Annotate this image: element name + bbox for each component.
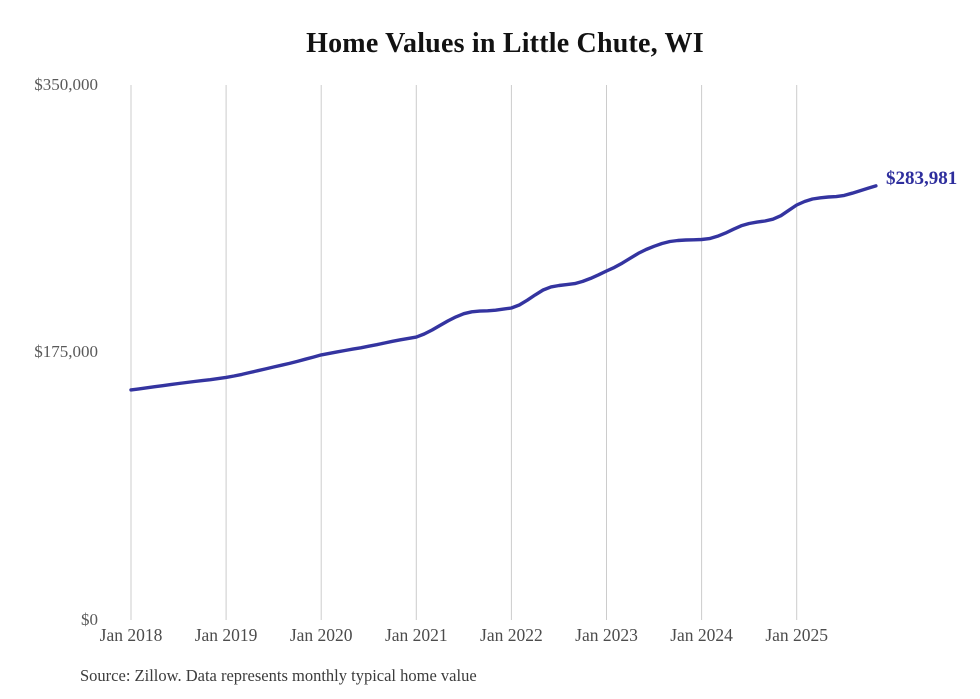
y-tick-175000: $175,000 [34, 342, 98, 361]
source-note: Source: Zillow. Data represents monthly … [80, 666, 477, 685]
x-tick-jan-2025: Jan 2025 [765, 625, 829, 645]
x-tick-jan-2023: Jan 2023 [575, 625, 638, 645]
latest-value-label: $283,981 [886, 168, 958, 189]
home-value-line [129, 184, 878, 392]
y-tick-350000: $350,000 [34, 75, 98, 94]
x-tick-jan-2019: Jan 2019 [194, 625, 258, 645]
x-tick-jan-2020: Jan 2020 [289, 625, 353, 645]
x-tick-jan-2018: Jan 2018 [99, 625, 163, 645]
y-tick-0: $0 [81, 610, 98, 629]
chart-title: Home Values in Little Chute, WI [306, 28, 704, 59]
x-tick-jan-2021: Jan 2021 [384, 625, 448, 645]
x-tick-jan-2024: Jan 2024 [670, 625, 733, 645]
x-tick-jan-2022: Jan 2022 [480, 625, 543, 645]
